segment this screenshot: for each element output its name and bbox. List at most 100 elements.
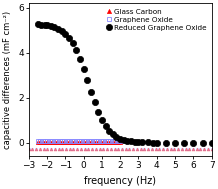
Reduced Graphene Oxide [112,133,114,135]
Reduced Graphene Oxide [155,141,158,144]
Reduced Graphene Oxide [133,141,136,143]
Reduced Graphene Oxide [146,141,149,143]
Graphene Oxide [97,140,100,143]
Graphene Oxide [44,140,46,143]
X-axis label: frequency (Hz): frequency (Hz) [84,176,156,186]
Legend: Glass Carbon, Graphene Oxide, Reduced Graphene Oxide: Glass Carbon, Graphene Oxide, Reduced Gr… [105,7,208,32]
Glass Carbon [109,141,112,143]
Glass Carbon [53,141,56,143]
Graphene Oxide [73,140,75,143]
Glass Carbon [51,141,54,143]
Graphene Oxide [102,140,104,143]
Graphene Oxide [104,140,107,143]
Reduced Graphene Oxide [93,101,96,103]
Graphene Oxide [109,140,112,143]
Graphene Oxide [39,140,41,143]
Glass Carbon [44,141,46,143]
Reduced Graphene Oxide [60,30,63,32]
Glass Carbon [46,141,49,143]
Reduced Graphene Oxide [115,136,118,138]
Glass Carbon [41,141,44,143]
Reduced Graphene Oxide [64,33,66,35]
Glass Carbon [75,141,78,143]
Reduced Graphene Oxide [123,139,125,141]
Glass Carbon [90,141,92,143]
Glass Carbon [104,141,107,143]
Line: Graphene Oxide: Graphene Oxide [36,139,122,143]
Glass Carbon [92,141,95,143]
Glass Carbon [39,141,41,143]
Graphene Oxide [53,140,56,143]
Reduced Graphene Oxide [46,24,48,26]
Glass Carbon [78,141,80,143]
Glass Carbon [114,141,117,143]
Graphene Oxide [107,140,109,143]
Graphene Oxide [116,140,119,143]
Glass Carbon [87,141,90,143]
Graphene Oxide [119,140,121,143]
Glass Carbon [36,141,39,143]
Graphene Oxide [61,140,63,143]
Reduced Graphene Oxide [119,137,121,140]
Graphene Oxide [41,140,44,143]
Graphene Oxide [87,140,90,143]
Graphene Oxide [78,140,80,143]
Graphene Oxide [36,140,39,143]
Graphene Oxide [58,140,61,143]
Graphene Oxide [90,140,92,143]
Graphene Oxide [80,140,83,143]
Reduced Graphene Oxide [68,37,70,39]
Reduced Graphene Oxide [53,26,56,28]
Graphene Oxide [46,140,49,143]
Reduced Graphene Oxide [183,142,186,144]
Reduced Graphene Oxide [137,141,140,143]
Glass Carbon [107,141,109,143]
Glass Carbon [80,141,83,143]
Graphene Oxide [95,140,97,143]
Reduced Graphene Oxide [174,142,176,144]
Reduced Graphene Oxide [130,140,132,143]
Graphene Oxide [92,140,95,143]
Reduced Graphene Oxide [210,142,213,144]
Graphene Oxide [112,140,114,143]
Glass Carbon [58,141,61,143]
Reduced Graphene Oxide [57,28,59,30]
Glass Carbon [68,141,71,143]
Line: Reduced Graphene Oxide: Reduced Graphene Oxide [35,21,215,146]
Graphene Oxide [66,140,68,143]
Reduced Graphene Oxide [201,142,204,144]
Reduced Graphene Oxide [97,111,99,113]
Glass Carbon [119,141,121,143]
Graphene Oxide [114,140,117,143]
Reduced Graphene Oxide [90,91,92,93]
Graphene Oxide [51,140,54,143]
Reduced Graphene Oxide [165,142,167,144]
Glass Carbon [61,141,63,143]
Y-axis label: capacitive differences (mF cm⁻²): capacitive differences (mF cm⁻²) [3,11,12,149]
Graphene Oxide [70,140,73,143]
Graphene Oxide [56,140,58,143]
Reduced Graphene Oxide [36,23,39,26]
Graphene Oxide [82,140,85,143]
Glass Carbon [70,141,73,143]
Glass Carbon [85,141,88,143]
Graphene Oxide [49,140,51,143]
Reduced Graphene Oxide [104,125,107,127]
Reduced Graphene Oxide [71,42,74,45]
Reduced Graphene Oxide [126,139,129,142]
Glass Carbon [102,141,104,143]
Reduced Graphene Oxide [78,58,81,60]
Reduced Graphene Oxide [82,68,85,70]
Glass Carbon [99,141,102,143]
Reduced Graphene Oxide [75,49,78,52]
Glass Carbon [73,141,75,143]
Glass Carbon [116,141,119,143]
Glass Carbon [82,141,85,143]
Reduced Graphene Oxide [49,25,52,27]
Reduced Graphene Oxide [40,23,43,26]
Glass Carbon [95,141,97,143]
Graphene Oxide [63,140,66,143]
Glass Carbon [56,141,58,143]
Line: Glass Carbon: Glass Carbon [36,140,122,144]
Graphene Oxide [99,140,102,143]
